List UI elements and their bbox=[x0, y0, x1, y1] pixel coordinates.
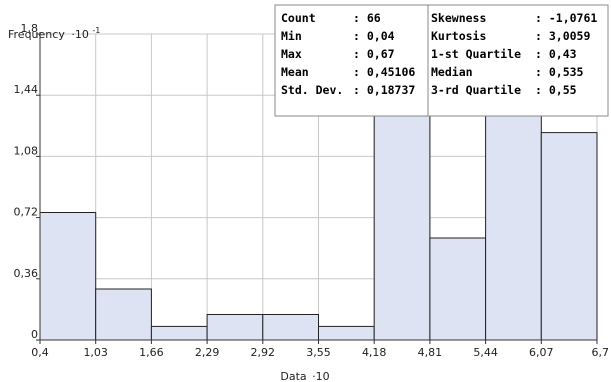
stat-label: 1-st Quartile bbox=[431, 47, 521, 61]
histogram-bar bbox=[429, 237, 487, 341]
y-tick-label: 1,8 bbox=[21, 22, 39, 35]
histogram-bar bbox=[39, 212, 97, 341]
statistics-left-column: Count : 66 Min : 0,04 Max : 0,67 Mean : 0,45106… bbox=[281, 11, 415, 97]
x-axis-label: Data bbox=[280, 370, 306, 382]
x-tick-label: 1,66 bbox=[139, 346, 164, 359]
stat-label: Mean bbox=[281, 65, 309, 79]
stat-label: 3-rd Quartile bbox=[431, 83, 521, 97]
histogram-bar bbox=[95, 288, 152, 341]
stat-value: : 0,67 bbox=[353, 47, 395, 61]
stat-value: : 66 bbox=[353, 11, 381, 25]
stat-value: : 0,43 bbox=[535, 47, 577, 61]
x-tick-label: 0,4 bbox=[31, 346, 49, 359]
histogram-bar bbox=[150, 325, 208, 341]
stat-label: Min bbox=[281, 29, 302, 43]
stat-label: Kurtosis bbox=[431, 29, 486, 43]
axes bbox=[36, 32, 598, 344]
y-tick-label: 0,36 bbox=[14, 267, 39, 280]
stat-value: : 0,535 bbox=[535, 65, 584, 79]
x-tick-label: 6,07 bbox=[529, 346, 554, 359]
x-tick-label: 5,44 bbox=[473, 346, 498, 359]
statistics-box: Count : 66 Min : 0,04 Max : 0,67 Mean : 0,45106… bbox=[274, 4, 609, 117]
y-tick-label: 1,44 bbox=[14, 83, 39, 96]
histogram-bar bbox=[262, 314, 319, 341]
x-tick-label: 4,18 bbox=[362, 346, 387, 359]
x-tick-label: 6,7 bbox=[592, 346, 610, 359]
x-tick-label: 1,03 bbox=[83, 346, 108, 359]
x-tick-labels: 0,4 1,03 1,66 2,29 2,92 3,55 4,18 4,81 5,44 6,07 6… bbox=[31, 346, 609, 359]
stat-label: Max bbox=[281, 47, 302, 61]
histogram-bar bbox=[206, 314, 264, 341]
x-tick-label: 2,29 bbox=[195, 346, 220, 359]
y-tick-labels: 0 0,36 0,72 1,08 1,44 1,8 bbox=[14, 22, 39, 341]
stat-label: Skewness bbox=[431, 11, 486, 25]
y-tick-label: 0,72 bbox=[14, 206, 39, 219]
stat-value: : 0,04 bbox=[353, 29, 395, 43]
y-axis-label: Frequency bbox=[8, 28, 65, 41]
x-tick-label: 4,81 bbox=[418, 346, 443, 359]
x-axis-multiplier: ·10 bbox=[312, 370, 330, 382]
y-axis-multiplier: ·10 bbox=[71, 28, 89, 41]
histogram-bar bbox=[540, 132, 598, 341]
stat-label: Median bbox=[431, 65, 473, 79]
stat-label: Count bbox=[281, 11, 316, 25]
stat-value: : 0,55 bbox=[535, 83, 577, 97]
stat-value: : -1,0761 bbox=[535, 11, 597, 25]
stat-value: : 3,0059 bbox=[535, 29, 590, 43]
stat-value: : 0,18737 bbox=[353, 83, 415, 97]
y-axis-exponent: -1 bbox=[92, 26, 100, 35]
statistics-box-background bbox=[274, 4, 609, 117]
y-tick-label: 1,08 bbox=[14, 144, 39, 157]
y-axis-title: Frequency ·10 -1 bbox=[8, 26, 100, 41]
histogram-bar bbox=[318, 325, 375, 341]
x-tick-label: 2,92 bbox=[251, 346, 276, 359]
y-tick-label: 0 bbox=[31, 328, 38, 341]
stat-value: : 0,45106 bbox=[353, 65, 415, 79]
x-tick-label: 3,55 bbox=[306, 346, 331, 359]
x-axis-title: Data ·10 bbox=[280, 370, 329, 382]
statistics-right-column: Skewness : -1,0761 Kurtosis : 3,0059 1-st Qu… bbox=[431, 11, 597, 97]
stat-label: Std. Dev. bbox=[281, 83, 343, 97]
